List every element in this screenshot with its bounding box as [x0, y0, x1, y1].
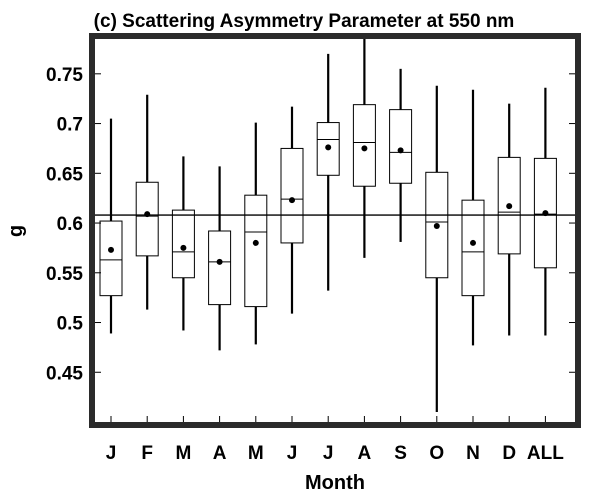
iqr-box	[135, 181, 159, 257]
mean-point	[108, 246, 114, 253]
mean-point	[470, 239, 476, 246]
mean-point	[361, 145, 368, 152]
box-D	[497, 103, 521, 336]
mean-point	[506, 203, 513, 210]
y-axis-label: g	[5, 225, 27, 237]
box-ALL	[533, 87, 557, 336]
iqr-box	[99, 220, 123, 297]
mean-point	[325, 144, 332, 151]
box-M	[244, 122, 268, 345]
x-tick-label: M	[175, 443, 191, 464]
box-A	[208, 166, 232, 351]
x-tick-label: ALL	[527, 443, 564, 464]
x-tick-label: J	[106, 443, 117, 464]
x-tick-label: D	[502, 443, 516, 464]
y-axis-ticks: 0.45 0.5 0.55 0.6 0.65 0.7 0.75	[46, 65, 575, 384]
x-tick-label: J	[323, 443, 334, 464]
iqr-box	[497, 156, 521, 255]
x-tick-label: J	[287, 443, 298, 464]
mean-point	[216, 258, 223, 265]
x-tick-label: A	[213, 443, 227, 464]
mean-point	[144, 211, 151, 218]
box-J	[99, 118, 123, 334]
iqr-box	[208, 230, 232, 306]
x-tick-label: A	[358, 443, 372, 464]
plot-marks	[95, 39, 575, 413]
x-axis-ticks: J F M A M J J A S O N D ALL	[106, 416, 564, 464]
box-J	[280, 106, 304, 314]
y-tick-label: 0.65	[46, 164, 83, 185]
iqr-box	[425, 171, 449, 279]
iqr-box	[461, 199, 485, 297]
box-F	[135, 94, 159, 310]
mean-point	[433, 223, 440, 230]
box-O	[425, 85, 449, 413]
y-tick-label: 0.45	[46, 363, 83, 384]
box-A	[352, 39, 376, 258]
iqr-box	[280, 147, 304, 244]
iqr-box	[171, 209, 195, 279]
y-tick-label: 0.6	[57, 214, 83, 235]
mean-point	[180, 244, 187, 251]
x-tick-label: M	[248, 443, 264, 464]
mean-point	[289, 197, 295, 204]
plot-frame	[89, 33, 581, 428]
chart-title: (c) Scattering Asymmetry Parameter at 55…	[94, 11, 515, 32]
iqr-box	[533, 157, 557, 269]
y-tick-label: 0.5	[57, 314, 84, 335]
mean-point	[542, 210, 549, 217]
box-S	[389, 68, 413, 242]
x-tick-label: S	[394, 443, 407, 464]
x-tick-label: O	[429, 443, 444, 464]
y-tick-label: 0.55	[46, 264, 83, 285]
iqr-box	[244, 194, 268, 308]
box-J	[316, 53, 340, 291]
mean-point	[252, 239, 259, 246]
box-M	[171, 156, 195, 331]
x-tick-label: F	[141, 443, 153, 464]
iqr-box	[316, 122, 340, 176]
box-N	[461, 89, 485, 346]
x-axis-label: Month	[305, 472, 365, 494]
iqr-box	[389, 109, 413, 184]
mean-point	[397, 147, 404, 154]
x-tick-label: N	[466, 443, 480, 464]
iqr-box	[352, 104, 376, 187]
y-tick-label: 0.75	[46, 65, 83, 86]
y-tick-label: 0.7	[57, 115, 83, 136]
